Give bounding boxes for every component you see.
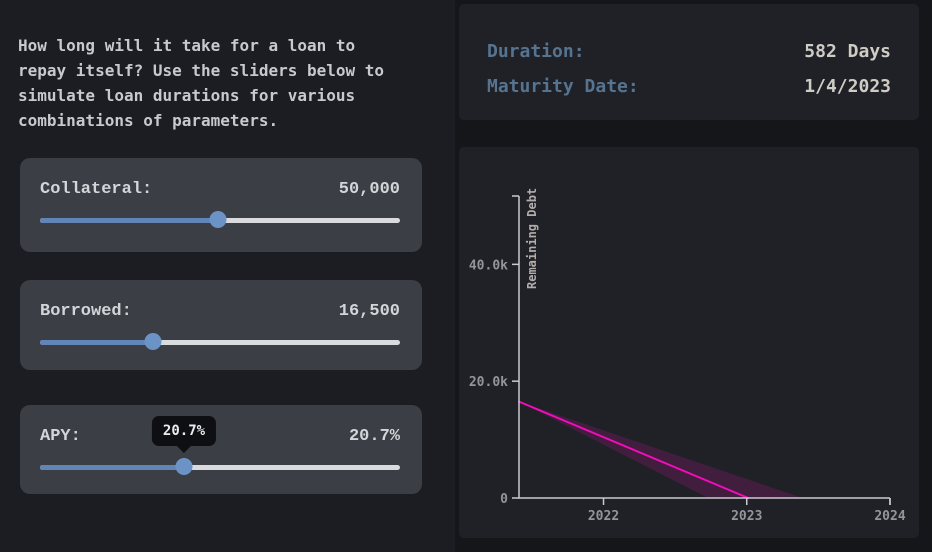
maturity-date-label: Maturity Date: [487, 76, 639, 97]
apy-slider[interactable]: 20.7% [40, 405, 400, 494]
apy-slider-fill [40, 465, 184, 470]
controls-column: How long will it take for a loan to repa… [0, 0, 455, 552]
borrowed-slider-track[interactable] [40, 340, 400, 345]
borrowed-row: Borrowed: 16,500 [40, 300, 400, 324]
x-tick-label: 2023 [731, 509, 762, 524]
collateral-label: Collateral: [40, 180, 153, 199]
borrowed-value: 16,500 [338, 302, 400, 321]
remaining-debt-chart[interactable]: 0 20.0k 40.0k 2022 2023 2024 Remaining Debt [459, 147, 919, 538]
loan-summary-panel: Duration: 582 Days Maturity Date: 1/4/20… [459, 4, 919, 120]
apy-card: APY: 20.7% 20.7% [20, 405, 422, 494]
duration-value: 582 Days [804, 41, 891, 62]
debt-line [518, 400, 750, 499]
debt-uncertainty-band [519, 401, 803, 498]
maturity-date-value: 1/4/2023 [804, 76, 891, 97]
duration-row: Duration: 582 Days [487, 34, 891, 69]
y-tick-label: 40.0k [469, 258, 508, 273]
apy-slider-thumb[interactable] [175, 458, 193, 475]
duration-label: Duration: [487, 41, 585, 62]
y-tick-label: 20.0k [469, 375, 508, 390]
axes [518, 196, 890, 499]
x-tick-label: 2024 [874, 509, 905, 524]
borrowed-slider[interactable] [40, 280, 400, 370]
borrowed-card: Borrowed: 16,500 [20, 280, 422, 370]
results-column: Duration: 582 Days Maturity Date: 1/4/20… [455, 0, 932, 552]
collateral-slider[interactable] [40, 158, 400, 252]
collateral-card: Collateral: 50,000 [20, 158, 422, 252]
apy-slider-track[interactable] [40, 465, 400, 470]
x-tick-label: 2022 [588, 509, 619, 524]
borrowed-slider-fill [40, 340, 154, 345]
collateral-slider-thumb[interactable] [209, 211, 227, 228]
apy-row: APY: 20.7% [40, 425, 400, 449]
y-tick-label: 0 [500, 492, 508, 507]
apy-slider-tooltip: 20.7% [151, 416, 217, 446]
y-axis-title: Remaining Debt [525, 188, 539, 289]
collateral-row: Collateral: 50,000 [40, 178, 400, 202]
remaining-debt-chart-panel: 0 20.0k 40.0k 2022 2023 2024 Remaining Debt [459, 147, 919, 538]
maturity-date-row: Maturity Date: 1/4/2023 [487, 69, 891, 104]
intro-text: How long will it take for a loan to repa… [18, 36, 385, 130]
apy-label: APY: [40, 427, 81, 446]
apy-value: 20.7% [348, 427, 400, 446]
collateral-value: 50,000 [338, 180, 400, 199]
borrowed-label: Borrowed: [40, 302, 132, 321]
collateral-slider-fill [40, 218, 218, 223]
borrowed-slider-thumb[interactable] [144, 333, 162, 350]
